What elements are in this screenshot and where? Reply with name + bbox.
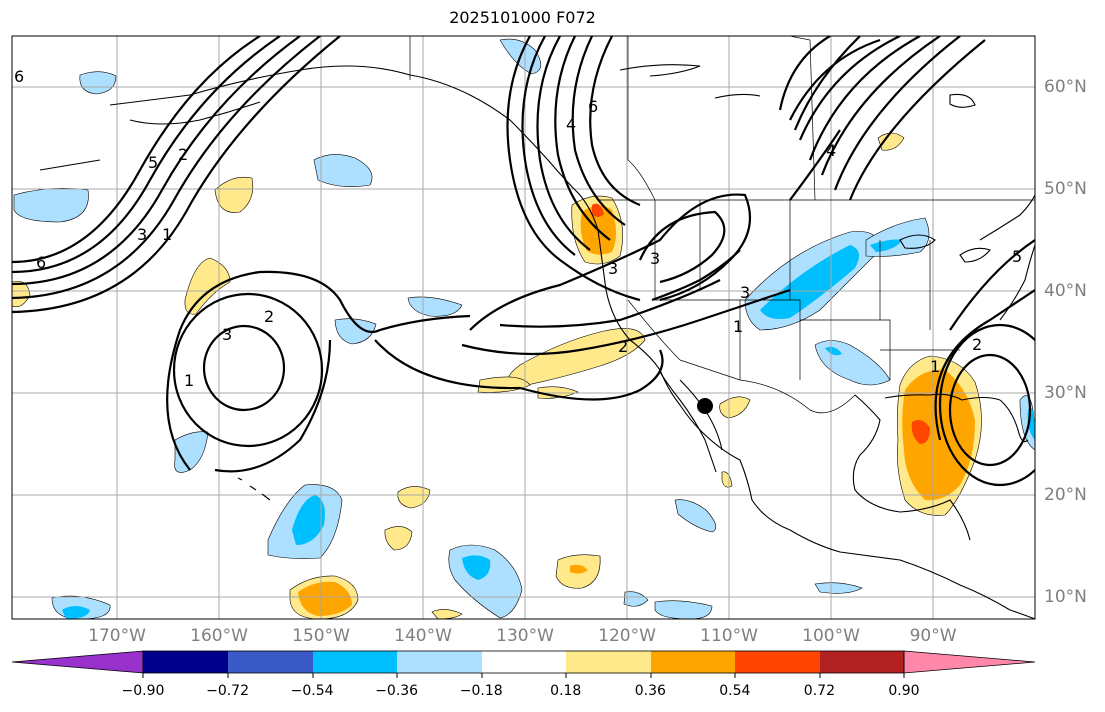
svg-text:4: 4 <box>826 141 836 160</box>
longitude-label: 110°W <box>700 626 758 646</box>
contour-labels: 6 5 2 3 1 6 3 2 1 4 6 3 3 3 2 1 4 2 1 5 <box>14 67 1022 390</box>
colorbar-tick-label: −0.54 <box>290 683 334 699</box>
latitude-label: 40°N <box>1044 281 1087 301</box>
colorbar-tick-label: 0.90 <box>888 683 920 699</box>
colorbar-tick-label: −0.90 <box>121 683 165 699</box>
latitude-label: 60°N <box>1044 77 1087 97</box>
political-borders <box>409 36 1035 414</box>
svg-text:3: 3 <box>222 325 232 344</box>
colorbar <box>11 650 1036 678</box>
map-frame <box>11 35 1036 620</box>
svg-text:3: 3 <box>650 249 660 268</box>
latitude-label: 20°N <box>1044 485 1087 505</box>
longitude-label: 140°W <box>394 626 452 646</box>
latitude-label: 10°N <box>1044 587 1087 607</box>
svg-text:3: 3 <box>740 283 750 302</box>
longitude-label: 160°W <box>190 626 248 646</box>
svg-text:1: 1 <box>184 371 194 390</box>
svg-text:1: 1 <box>930 357 940 376</box>
svg-text:4: 4 <box>566 115 576 134</box>
colorbar-tick-label: 0.18 <box>550 683 582 699</box>
colorbar-segment <box>482 651 566 673</box>
map-title: 2025101000 F072 <box>449 8 596 27</box>
svg-text:1: 1 <box>733 317 743 336</box>
svg-text:5: 5 <box>1012 247 1022 266</box>
colorbar-tick-label: 0.54 <box>719 683 751 699</box>
colorbar-segment <box>651 651 735 673</box>
colorbar-tick-label: −0.36 <box>375 683 419 699</box>
svg-text:6: 6 <box>14 67 24 86</box>
svg-text:6: 6 <box>36 253 46 272</box>
svg-text:2: 2 <box>264 307 274 326</box>
longitude-label: 120°W <box>598 626 656 646</box>
colorbar-segment <box>820 651 904 673</box>
colorbar-tick-label: −0.18 <box>459 683 503 699</box>
colorbar-segment <box>397 651 482 673</box>
colorbar-segment <box>143 651 228 673</box>
svg-text:3: 3 <box>608 259 618 278</box>
colorbar-segment <box>566 651 651 673</box>
longitude-label: 90°W <box>909 626 957 646</box>
longitude-label: 130°W <box>496 626 554 646</box>
colorbar-segment <box>313 651 397 673</box>
svg-text:6: 6 <box>588 97 598 116</box>
location-marker <box>697 398 713 414</box>
longitude-label: 100°W <box>802 626 860 646</box>
longitude-label: 150°W <box>292 626 350 646</box>
svg-text:2: 2 <box>972 335 982 354</box>
svg-text:2: 2 <box>618 337 628 356</box>
colorbar-tick-label: 0.72 <box>803 683 835 699</box>
colorbar-segment <box>228 651 313 673</box>
latitude-label: 30°N <box>1044 383 1087 403</box>
colorbar-extend-low <box>11 650 144 674</box>
colorbar-tick-label: −0.72 <box>206 683 249 699</box>
latitude-label: 50°N <box>1044 179 1087 199</box>
longitude-label: 170°W <box>88 626 146 646</box>
colorbar-extend-high <box>903 650 1036 674</box>
svg-text:1: 1 <box>162 225 172 244</box>
colorbar-tick-label: 0.36 <box>634 683 666 699</box>
colorbar-segment <box>735 651 820 673</box>
svg-text:5: 5 <box>148 153 158 172</box>
svg-text:3: 3 <box>137 225 147 244</box>
svg-text:2: 2 <box>178 145 188 164</box>
contour-lines <box>12 36 1035 487</box>
